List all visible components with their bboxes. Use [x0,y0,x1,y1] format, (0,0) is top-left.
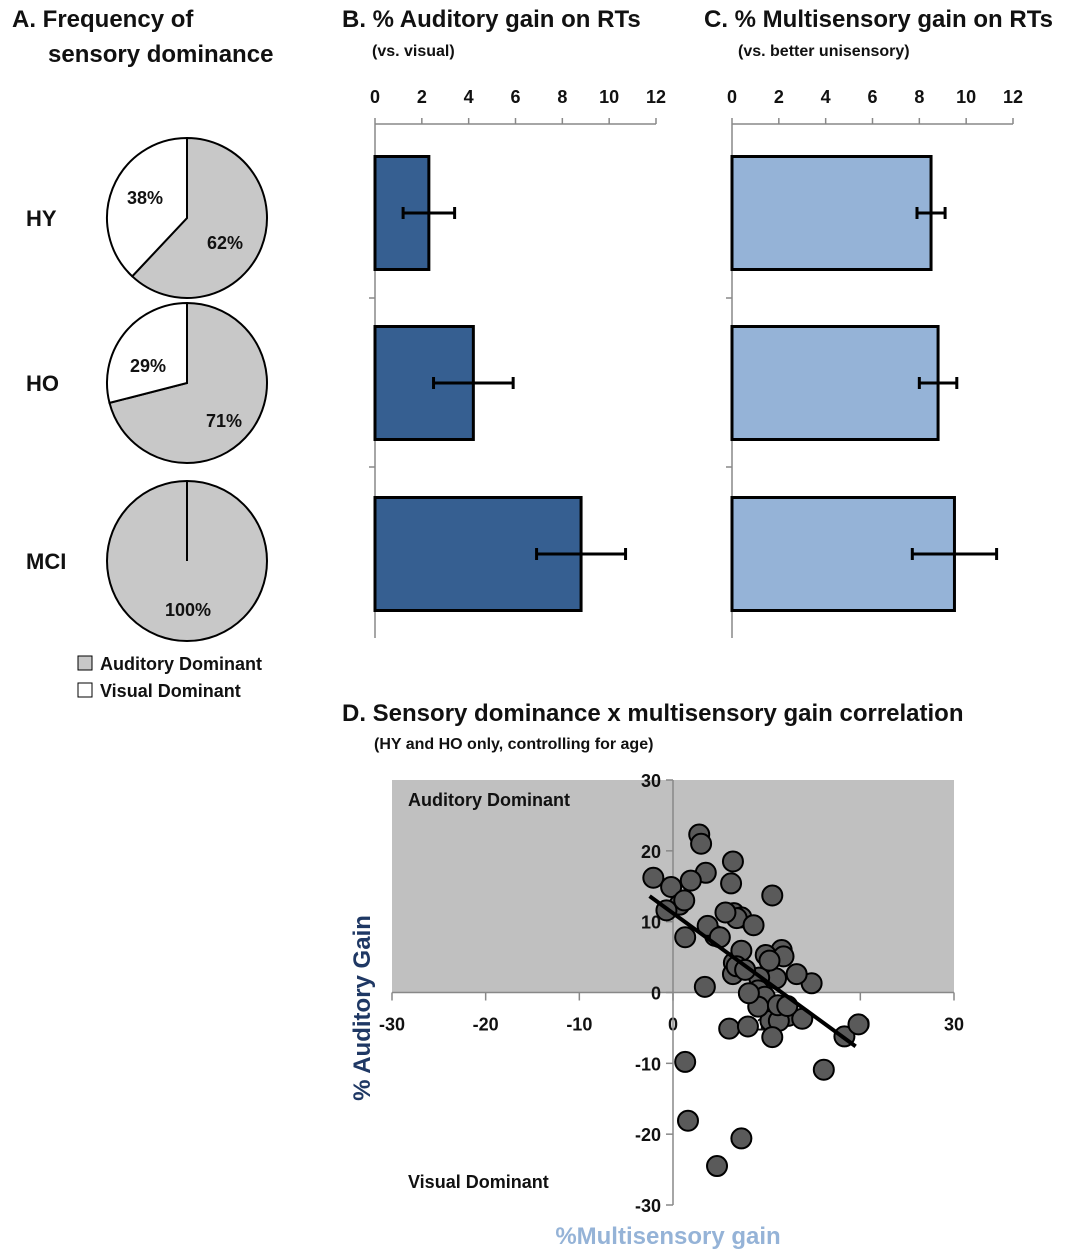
y-tick-label: -10 [635,1054,661,1074]
legend-swatch-visual [77,682,93,698]
x-tick-label: 12 [646,87,666,107]
pie-slice-visual [106,136,188,278]
x-tick-label: 2 [417,87,427,107]
data-point [690,832,713,855]
pie-label-auditory: 71% [206,411,242,431]
x-tick-label: -20 [473,1015,499,1035]
pie-label-visual: 38% [127,188,163,208]
x-tick-label: -10 [566,1015,592,1035]
data-point [761,1026,784,1049]
x-tick-label: 0 [370,87,380,107]
data-point [742,914,765,937]
data-point [660,875,683,898]
x-tick-label: 8 [557,87,567,107]
y-tick-label: 20 [641,842,661,862]
y-tick-label: -30 [635,1196,661,1216]
group-label-ho: HO [26,371,59,396]
pie-slice-auditory [130,136,268,299]
x-tick-label: 30 [944,1015,964,1035]
data-point [673,889,696,912]
pie-ho: HO 71% 29% [26,301,268,464]
pie-label-auditory: 100% [165,600,211,620]
x-tick-label: 12 [1003,87,1023,107]
x-tick-label: 8 [914,87,924,107]
pie-legend: Auditory Dominant Visual Dominant [77,654,262,701]
data-point [785,963,808,986]
panel-a-title-line2: sensory dominance [48,41,273,68]
x-tick-label: 6 [867,87,877,107]
x-tick-label: 2 [774,87,784,107]
panel-d-title: D. Sensory dominance x multisensory gain… [342,700,964,727]
data-point [676,1109,699,1132]
region-label-visual: Visual Dominant [408,1172,549,1192]
data-point [674,1050,697,1073]
x-tick-label: 6 [510,87,520,107]
y-axis-label: % Auditory Gain [349,915,376,1101]
panel-b-bar-chart: 0 2 4 6 8 10 12 [369,87,666,638]
pie-hy: HY 62% 38% [26,136,268,299]
pie-slice-auditory [108,301,268,464]
x-tick-label: 10 [956,87,976,107]
y-tick-label: 30 [641,771,661,791]
group-label-mci: MCI [26,549,66,574]
panel-c-bar-chart: 0 2 4 6 8 10 12 [726,87,1023,638]
legend-label-auditory: Auditory Dominant [100,654,262,674]
data-point [761,884,784,907]
pie-label-auditory: 62% [207,233,243,253]
x-tick-label: 4 [821,87,831,107]
panel-b: B. % Auditory gain on RTs (vs. visual) 0… [342,6,666,638]
panel-c: C. % Multisensory gain on RTs (vs. bette… [704,6,1053,638]
panel-a: A. Frequency of sensory dominance HY 62% 3… [12,6,273,701]
panel-b-subtitle: (vs. visual) [372,43,455,60]
data-point [714,901,737,924]
region-label-auditory: Auditory Dominant [408,790,570,810]
panel-d-scatter-chart: -30-20-1001020303020100-10-20-30 [379,771,964,1216]
data-point [693,975,716,998]
legend-label-visual: Visual Dominant [100,681,241,701]
panel-d-subtitle: (HY and HO only, controlling for age) [374,736,653,753]
data-point [679,869,702,892]
data-point [734,958,757,981]
data-point [736,1015,759,1038]
data-point [737,982,760,1005]
data-point [642,866,665,889]
x-tick-label: 10 [599,87,619,107]
legend-swatch-auditory [77,655,93,671]
y-tick-label: -20 [635,1125,661,1145]
data-point [812,1058,835,1081]
pie-label-visual: 29% [130,356,166,376]
data-point [847,1013,870,1036]
data-point [721,850,744,873]
pie-charts: HY 62% 38% HO 71% 29% MCI 100% [26,136,268,642]
data-point [674,926,697,949]
pie-mci: MCI 100% [26,480,268,642]
bar-ho [373,325,475,441]
data-point [720,872,743,895]
pie-slice-visual [106,301,188,405]
y-tick-label: 10 [641,913,661,933]
data-point [730,1127,753,1150]
panel-d: D. Sensory dominance x multisensory gain… [342,700,964,1249]
bar-hy [730,155,933,271]
x-tick-label: 0 [727,87,737,107]
panel-b-title: B. % Auditory gain on RTs [342,6,641,33]
panel-c-subtitle: (vs. better unisensory) [738,43,910,60]
data-point [758,949,781,972]
data-point [718,1017,741,1040]
x-axis-label: %Multisensory gain [555,1223,780,1249]
x-tick-label: -30 [379,1015,405,1035]
data-point [706,1155,729,1178]
x-tick-label: 4 [464,87,474,107]
bar-ho [730,325,940,441]
group-label-hy: HY [26,206,57,231]
panel-a-title: A. Frequency of [12,6,194,33]
panel-c-title: C. % Multisensory gain on RTs [704,6,1053,33]
y-tick-label: 0 [651,984,661,1004]
regression-line [648,894,857,1048]
